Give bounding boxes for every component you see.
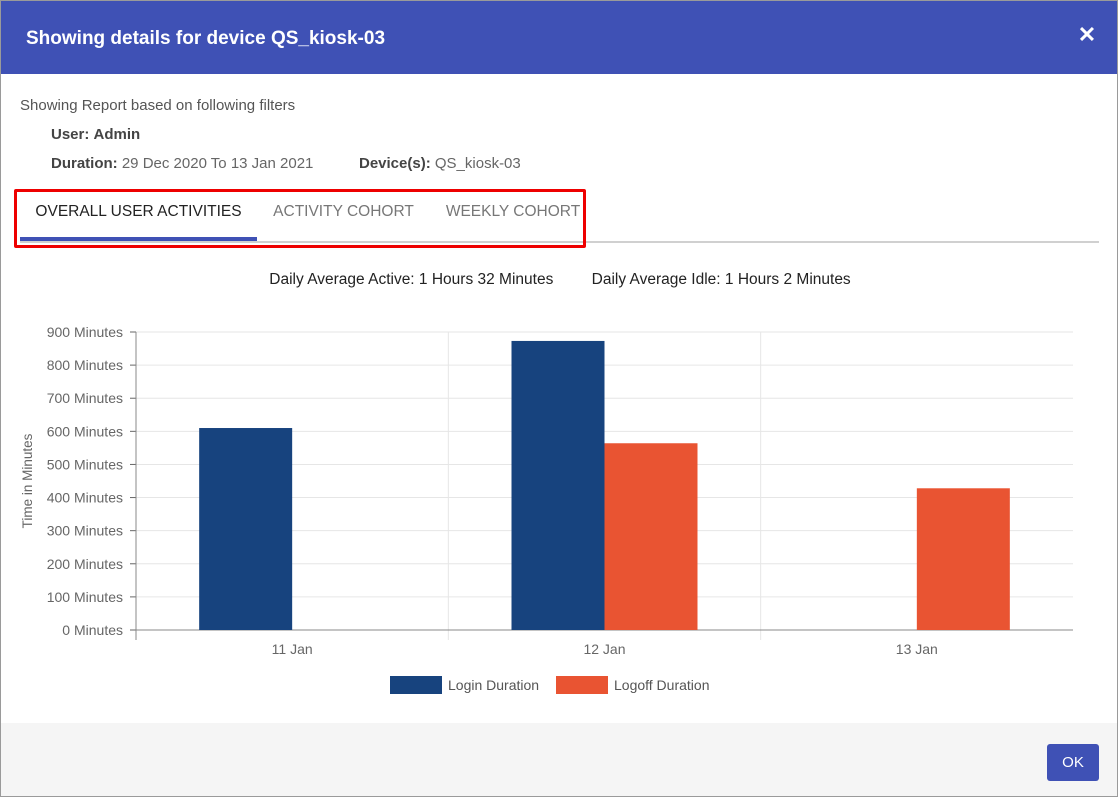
daily-average-summary: Daily Average Active: 1 Hours 32 Minutes… <box>1 271 1117 289</box>
devices-filter-value: QS_kiosk-03 <box>434 155 521 172</box>
x-tick-label: 12 Jan <box>583 641 625 657</box>
x-tick-label: 13 Jan <box>896 641 938 657</box>
logoff-duration-bar <box>916 488 1010 630</box>
x-tick-label: 11 Jan <box>272 641 313 657</box>
tab-activity-cohort[interactable]: ACTIVITY COHORT <box>273 203 414 220</box>
duration-filter-label: Duration: <box>51 155 118 172</box>
duration-filter: Duration: 29 Dec 2020 To 13 Jan 2021 <box>51 155 313 172</box>
logoff-duration-bar <box>604 443 698 630</box>
y-tick-label: 800 Minutes <box>47 357 123 373</box>
ok-button[interactable]: OK <box>1047 744 1099 781</box>
close-icon[interactable]: ✕ <box>1077 22 1097 47</box>
devices-filter-label: Device(s): <box>359 155 431 172</box>
dialog-header: Showing details for device QS_kiosk-03 ✕ <box>1 1 1117 74</box>
legend-swatch <box>390 676 442 694</box>
user-activity-chart: 0 Minutes 100 Minutes 200 Minutes 300 Minut… <box>20 324 1073 694</box>
y-tick-label: 700 Minutes <box>47 390 123 406</box>
y-tick-label: 600 Minutes <box>47 423 123 439</box>
daily-average-active: Daily Average Active: 1 Hours 32 Minutes <box>269 271 554 288</box>
daily-average-idle: Daily Average Idle: 1 Hours 2 Minutes <box>591 271 851 288</box>
devices-filter: Device(s): QS_kiosk-03 <box>359 155 521 172</box>
user-filter-label: User: <box>51 126 90 143</box>
duration-filter-value: 29 Dec 2020 To 13 Jan 2021 <box>121 155 314 172</box>
login-duration-bar <box>511 340 605 630</box>
legend-swatch <box>556 676 608 694</box>
filters-heading: Showing Report based on following filter… <box>20 97 296 114</box>
y-tick-label: 0 Minutes <box>62 622 123 638</box>
tab-weekly-cohort[interactable]: WEEKLY COHORT <box>445 203 581 220</box>
login-duration-bar <box>199 428 293 630</box>
y-tick-label: 100 Minutes <box>47 589 123 605</box>
dialog-title: Showing details for device QS_kiosk-03 <box>26 28 386 49</box>
legend-label: Logoff Duration <box>614 677 709 693</box>
y-tick-label: 300 Minutes <box>47 523 123 539</box>
y-axis-title: Time in Minutes <box>20 433 35 528</box>
report-tabs: OVERALL USER ACTIVITIES ACTIVITY COHORT … <box>20 191 1099 243</box>
y-tick-label: 400 Minutes <box>47 490 123 506</box>
y-tick-label: 500 Minutes <box>47 456 123 472</box>
user-filter-value: Admin <box>93 126 141 143</box>
tab-overall-user-activities[interactable]: OVERALL USER ACTIVITIES <box>20 191 257 241</box>
legend-label: Login Duration <box>448 677 539 693</box>
dialog-footer: OK <box>1 723 1117 796</box>
y-tick-label: 900 Minutes <box>47 324 123 340</box>
y-tick-label: 200 Minutes <box>47 556 123 572</box>
user-filter: User: Admin <box>51 126 140 143</box>
